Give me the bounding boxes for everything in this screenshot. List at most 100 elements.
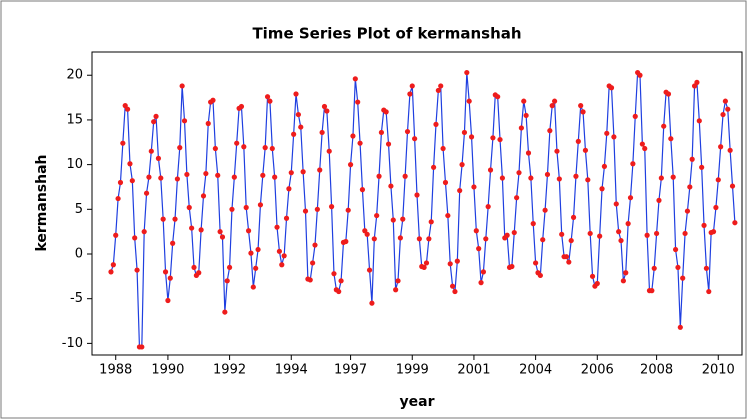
- data-point: [668, 136, 674, 142]
- data-point: [165, 297, 171, 304]
- data-point: [521, 98, 527, 104]
- data-point: [110, 262, 116, 268]
- data-point: [658, 175, 664, 181]
- data-point: [151, 119, 157, 125]
- data-point: [276, 248, 283, 254]
- data-point: [722, 98, 728, 104]
- data-point: [139, 344, 145, 350]
- data-point: [148, 148, 154, 154]
- data-point: [459, 162, 465, 168]
- data-point: [352, 76, 358, 82]
- data-point: [281, 253, 287, 259]
- data-point: [269, 145, 275, 152]
- data-point: [682, 230, 688, 237]
- data-point: [397, 235, 403, 241]
- data-point: [627, 195, 634, 201]
- data-point: [319, 129, 325, 136]
- data-point: [454, 258, 460, 264]
- data-point: [715, 177, 721, 183]
- data-point: [388, 183, 394, 189]
- data-point: [665, 91, 672, 97]
- data-point: [226, 264, 233, 271]
- data-point: [632, 113, 638, 119]
- data-point: [656, 197, 662, 203]
- data-point: [585, 177, 591, 183]
- data-point: [324, 108, 330, 114]
- data-point: [559, 231, 565, 237]
- data-point: [616, 229, 622, 235]
- data-point: [710, 229, 717, 235]
- data-point: [217, 229, 223, 235]
- x-tick-label: 1994: [275, 363, 308, 378]
- data-point: [274, 224, 280, 230]
- data-point: [170, 240, 176, 246]
- data-point: [231, 174, 237, 180]
- data-point: [511, 229, 517, 236]
- data-point: [732, 220, 738, 226]
- data-point: [566, 259, 572, 265]
- data-point: [639, 141, 645, 147]
- data-point: [644, 232, 650, 238]
- data-point: [620, 278, 626, 284]
- data-point: [307, 277, 313, 283]
- data-point: [366, 267, 373, 273]
- data-point: [677, 324, 683, 330]
- data-point: [115, 195, 121, 202]
- data-point: [689, 156, 695, 162]
- data-point: [134, 267, 140, 273]
- data-point: [288, 170, 294, 176]
- data-point: [374, 212, 380, 219]
- data-point: [343, 238, 349, 245]
- data-point: [476, 246, 482, 252]
- data-point: [495, 94, 501, 100]
- data-point: [618, 237, 624, 244]
- data-point: [113, 232, 119, 238]
- data-point: [478, 280, 484, 286]
- data-point: [241, 144, 247, 150]
- data-point: [407, 91, 413, 97]
- data-point: [672, 246, 679, 253]
- data-point: [402, 173, 408, 179]
- data-point: [260, 172, 266, 178]
- data-point: [421, 264, 427, 271]
- x-tick-label: 1990: [151, 363, 184, 378]
- data-point: [687, 184, 693, 190]
- data-point: [433, 121, 439, 127]
- data-point: [409, 83, 415, 89]
- x-tick-label: 2004: [519, 363, 552, 378]
- data-point: [279, 262, 285, 268]
- data-point: [582, 147, 589, 153]
- data-point: [400, 216, 406, 222]
- data-point: [312, 242, 318, 248]
- data-point: [245, 228, 252, 234]
- data-point: [328, 204, 335, 210]
- data-point: [416, 236, 422, 242]
- x-tick-label: 2008: [640, 363, 673, 378]
- data-point: [196, 270, 202, 276]
- data-point: [224, 278, 230, 284]
- data-point: [651, 265, 657, 271]
- data-point: [653, 230, 660, 237]
- data-point: [537, 272, 543, 279]
- data-point: [466, 98, 472, 104]
- data-point: [447, 261, 453, 267]
- data-point: [625, 221, 631, 227]
- data-point: [601, 163, 608, 170]
- data-point: [613, 201, 619, 207]
- data-point: [518, 125, 524, 131]
- data-point: [452, 288, 458, 295]
- data-point: [563, 254, 570, 260]
- data-point: [514, 195, 520, 201]
- data-point: [483, 236, 489, 242]
- data-point: [440, 145, 446, 152]
- data-point: [445, 212, 451, 219]
- data-point: [487, 167, 494, 173]
- data-point: [172, 216, 178, 222]
- data-point: [302, 208, 309, 214]
- data-point: [369, 300, 375, 306]
- data-point: [580, 109, 586, 115]
- data-point: [234, 140, 240, 146]
- data-point: [124, 106, 131, 112]
- y-tick-label: 20: [66, 68, 83, 83]
- data-point: [283, 215, 290, 221]
